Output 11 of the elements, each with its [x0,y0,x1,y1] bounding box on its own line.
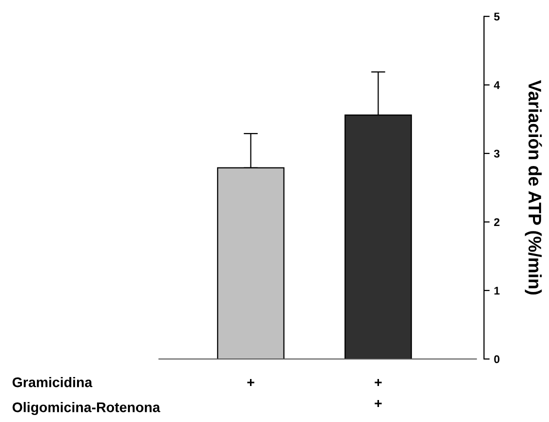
x-tick-label: + [247,378,254,386]
y-tick-label: 0 [494,355,500,364]
y-tick-label: 2 [494,218,500,226]
y-tick-label: 3 [494,150,500,158]
y-axis-title: Variación de ATP (%/min) [524,80,542,295]
y-tick-label: 5 [494,12,500,21]
text: Gramicidina [12,377,92,388]
text: Oligomicina-Rotenona [12,402,160,416]
y-tick-label: 1 [494,286,500,295]
x-tick-label: + + [374,378,382,408]
y-tick-label: 4 [494,81,500,89]
